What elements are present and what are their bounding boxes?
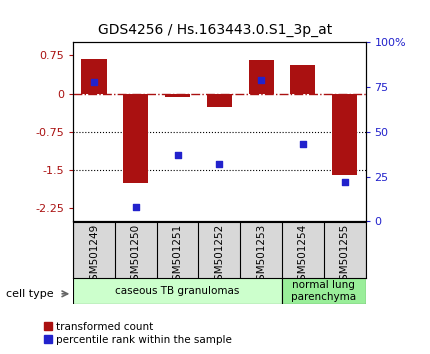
Bar bbox=[165, 93, 190, 97]
Text: caseous TB granulomas: caseous TB granulomas bbox=[115, 286, 240, 296]
Text: normal lung
parenchyma: normal lung parenchyma bbox=[291, 280, 356, 302]
Point bbox=[132, 204, 139, 210]
Point bbox=[174, 152, 181, 158]
Bar bbox=[282, 278, 365, 304]
Bar bbox=[123, 93, 148, 183]
Text: GDS4256 / Hs.163443.0.S1_3p_at: GDS4256 / Hs.163443.0.S1_3p_at bbox=[98, 23, 332, 37]
Bar bbox=[332, 93, 357, 175]
Text: cell type: cell type bbox=[6, 289, 54, 299]
Point bbox=[258, 77, 264, 83]
Bar bbox=[207, 93, 232, 107]
Legend: transformed count, percentile rank within the sample: transformed count, percentile rank withi… bbox=[40, 317, 237, 349]
Bar bbox=[81, 59, 107, 93]
Text: GSM501251: GSM501251 bbox=[172, 224, 182, 287]
Point bbox=[91, 79, 98, 85]
Text: GSM501255: GSM501255 bbox=[340, 224, 350, 287]
Point bbox=[341, 179, 348, 185]
Text: GSM501249: GSM501249 bbox=[89, 224, 99, 287]
Bar bbox=[290, 65, 315, 93]
Bar bbox=[73, 278, 282, 304]
Bar bbox=[249, 61, 273, 93]
Text: GSM501254: GSM501254 bbox=[298, 224, 308, 287]
Text: GSM501253: GSM501253 bbox=[256, 224, 266, 287]
Text: GSM501250: GSM501250 bbox=[131, 224, 141, 287]
Text: GSM501252: GSM501252 bbox=[214, 224, 224, 287]
Point bbox=[216, 161, 223, 167]
Point bbox=[299, 142, 306, 147]
